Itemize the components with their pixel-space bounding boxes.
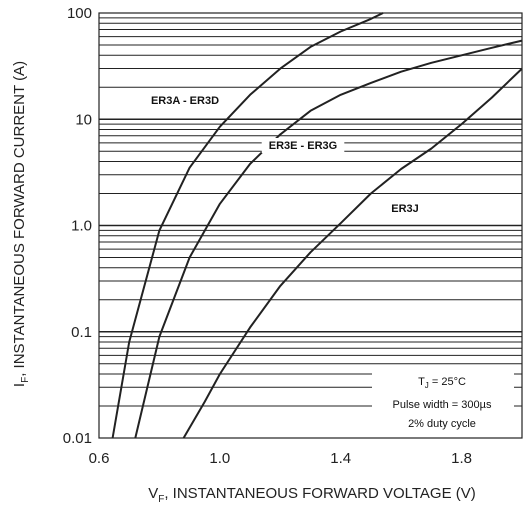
- duty-cycle-note: 2% duty cycle: [408, 418, 476, 430]
- tick-labels: 0.6 1.0 1.4 1.8 0.01 0.1 1.0 10 100: [63, 5, 472, 467]
- series-curves: [111, 12, 523, 439]
- y-tick-label: 0.1: [71, 324, 92, 341]
- series-label-background: [143, 93, 227, 108]
- conditions-box: [372, 372, 514, 434]
- series-curve: [111, 12, 384, 439]
- series-label-background: [261, 138, 345, 153]
- x-tick-label: 1.4: [330, 450, 351, 467]
- y-tick-label: 100: [67, 5, 92, 22]
- plot-frame: [98, 12, 523, 439]
- y-tick-label: 1.0: [71, 218, 92, 235]
- x-tick-label: 1.8: [451, 450, 472, 467]
- series-label: ER3J: [391, 203, 419, 215]
- series-curve: [134, 39, 523, 439]
- pulse-width-note: Pulse width = 300µs: [393, 399, 492, 411]
- series-curve: [182, 67, 523, 439]
- y-axis-label: IF, INSTANTANEOUS FORWARD CURRENT (A): [11, 61, 31, 387]
- x-tick-label: 0.6: [89, 450, 110, 467]
- test-conditions-annotation: TJ = 25°C Pulse width = 300µs 2% duty cy…: [372, 372, 514, 434]
- x-tick-label: 1.0: [209, 450, 230, 467]
- junction-temperature-note: TJ = 25°C: [418, 376, 466, 390]
- x-axis-label: VF, INSTANTANEOUS FORWARD VOLTAGE (V): [148, 485, 476, 505]
- series-label: ER3A - ER3D: [151, 95, 219, 107]
- series-labels: ER3A - ER3D ER3E - ER3G ER3J: [143, 93, 424, 216]
- y-tick-label: 0.01: [63, 430, 92, 447]
- series-label-background: [386, 201, 424, 216]
- series-label: ER3E - ER3G: [269, 140, 337, 152]
- y-tick-label: 10: [75, 111, 92, 128]
- grid-lines: [99, 17, 522, 407]
